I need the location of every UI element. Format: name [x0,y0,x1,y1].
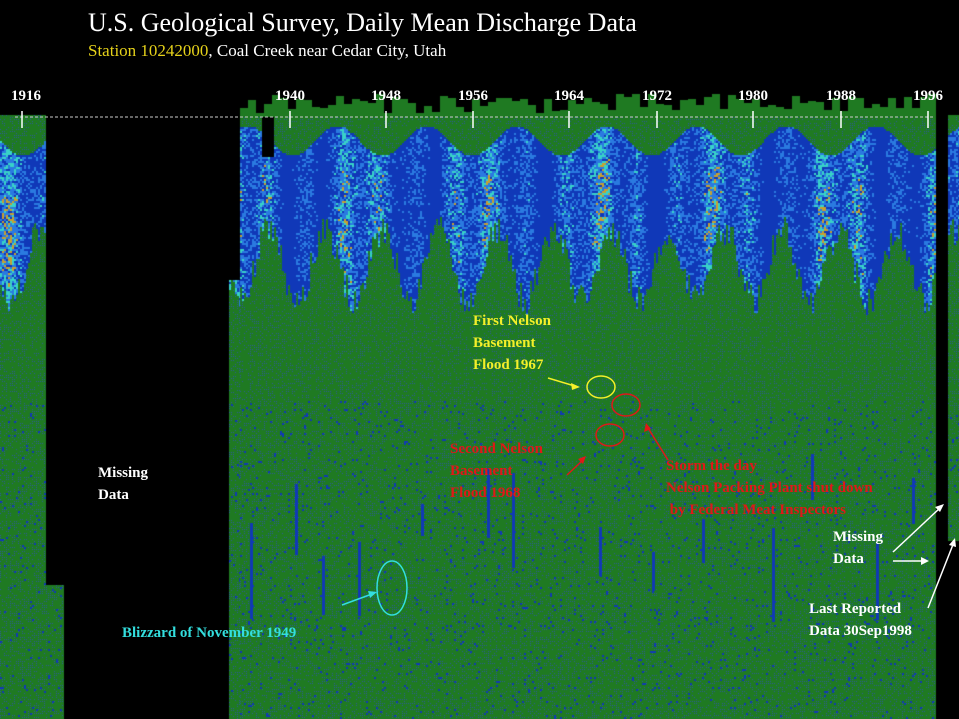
x-tick-label: 1988 [826,88,856,104]
x-tick-label: 1996 [913,88,943,104]
missing-data-note: Missing Data [98,465,149,503]
x-tick-label: 1948 [371,88,401,104]
storm-note: Storm the day Nelson Packing Plant shut … [666,458,873,518]
first-flood-note: First Nelson Basement Flood 1967 [473,313,551,373]
x-tick-label: 1980 [738,88,768,104]
chart-title: U.S. Geological Survey, Daily Mean Disch… [88,8,637,37]
chart-subtitle: Station 10242000, Coal Creek near Cedar … [88,41,446,61]
station-id: Station 10242000 [88,41,209,60]
missing-data-note-right: Missing Data [833,529,884,567]
x-tick-label: 1964 [554,88,584,104]
station-location: , Coal Creek near Cedar City, Utah [208,41,447,60]
x-tick-label: 1916 [11,88,41,104]
x-tick-label: 1972 [642,88,672,104]
last-reported-note: Last Reported Data 30Sep1998 [809,601,912,639]
x-tick-label: 1940 [275,88,305,104]
blizzard-note: Blizzard of November 1949 [122,625,297,641]
second-flood-note: Second Nelson Basement Flood 1968 [450,441,543,501]
x-tick-label: 1956 [458,88,488,104]
